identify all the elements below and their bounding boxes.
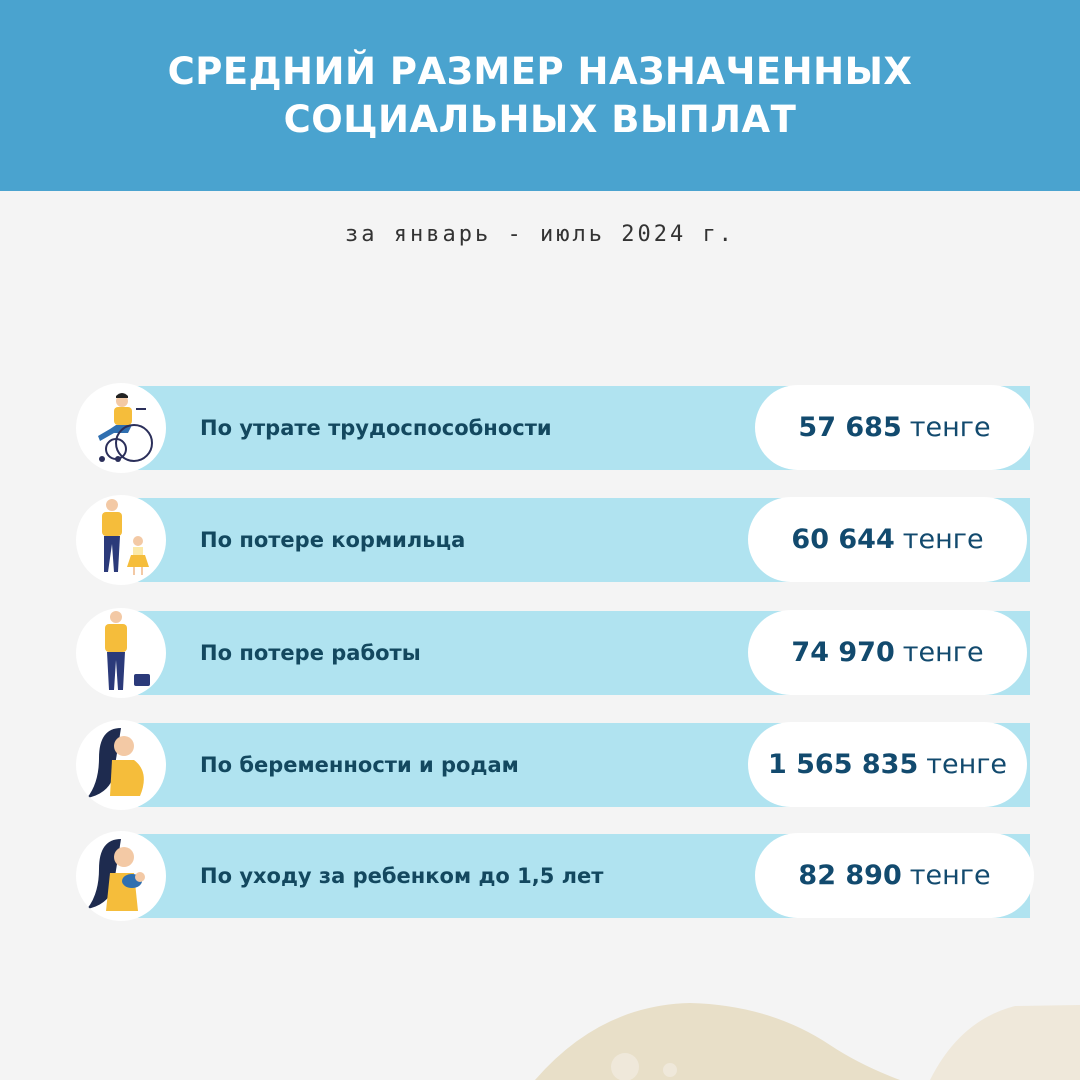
list-item: По беременности и родам 1 565 835 тенге xyxy=(0,720,1080,810)
page-title: СРЕДНИЙ РАЗМЕР НАЗНАЧЕННЫХ СОЦИАЛЬНЫХ ВЫП… xyxy=(167,49,913,141)
list-item: По потере кормильца 60 644 тенге xyxy=(0,495,1080,585)
header-banner: СРЕДНИЙ РАЗМЕР НАЗНАЧЕННЫХ СОЦИАЛЬНЫХ ВЫП… xyxy=(0,0,1080,191)
father-daughter-icon xyxy=(76,495,166,585)
list-item: По утрате трудоспособности 57 685 тенге xyxy=(0,383,1080,473)
item-label: По уходу за ребенком до 1,5 лет xyxy=(200,864,604,888)
amount-value: 57 685 xyxy=(798,412,902,443)
amount-value: 82 890 xyxy=(798,860,902,891)
item-label: По беременности и родам xyxy=(200,753,519,777)
amount-value: 60 644 xyxy=(791,524,895,555)
wheelchair-person-icon xyxy=(76,383,166,473)
man-briefcase-icon xyxy=(76,608,166,698)
pregnant-woman-icon xyxy=(76,720,166,810)
list-item: По уходу за ребенком до 1,5 лет 82 890 те… xyxy=(0,831,1080,921)
item-label: По утрате трудоспособности xyxy=(200,416,552,440)
amount-unit: тенге xyxy=(909,860,991,891)
item-label: По потере кормильца xyxy=(200,528,466,552)
amount-value: 74 970 xyxy=(791,637,895,668)
amount-value: 1 565 835 xyxy=(767,749,919,780)
amount-pill: 60 644 тенге xyxy=(748,497,1027,582)
list-item: По потере работы 74 970 тенге xyxy=(0,608,1080,698)
item-label: По потере работы xyxy=(200,641,421,665)
amount-unit: тенге xyxy=(902,637,984,668)
amount-pill: 57 685 тенге xyxy=(755,385,1034,470)
period-subtitle: за январь - июль 2024 г. xyxy=(345,222,735,247)
amount-unit: тенге xyxy=(926,749,1008,780)
mother-baby-icon xyxy=(76,831,166,921)
amount-pill: 74 970 тенге xyxy=(748,610,1027,695)
amount-unit: тенге xyxy=(902,524,984,555)
amount-pill: 82 890 тенге xyxy=(755,833,1034,918)
amount-unit: тенге xyxy=(909,412,991,443)
amount-pill: 1 565 835 тенге xyxy=(748,722,1027,807)
